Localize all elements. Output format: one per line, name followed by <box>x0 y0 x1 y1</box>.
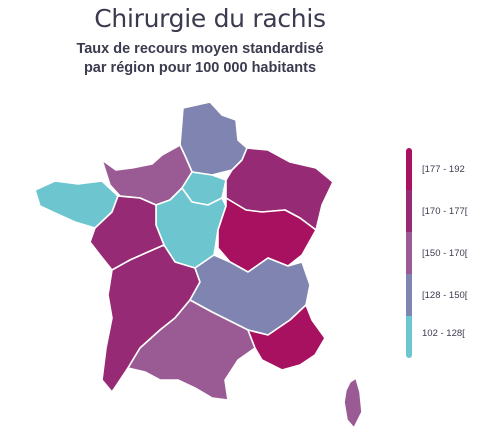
legend-swatch-170-177 <box>406 190 412 232</box>
region-corse[interactable] <box>343 377 363 429</box>
legend-label-102-128: 102 - 128[ <box>422 328 465 339</box>
legend: [177 - 192 [170 - 177[ [150 - 170[ [128 … <box>402 148 500 358</box>
subtitle-line-1: Taux de recours moyen standardisé <box>76 41 324 57</box>
legend-swatch-177-192 <box>406 148 412 190</box>
map-subtitle: Taux de recours moyen standardisé par ré… <box>0 40 400 78</box>
legend-swatch-150-170 <box>406 232 412 274</box>
legend-swatch-128-150 <box>406 274 412 316</box>
region-occitanie[interactable] <box>127 299 256 401</box>
legend-label-170-177: [170 - 177[ <box>422 206 468 217</box>
legend-label-128-150: [128 - 150[ <box>422 290 468 301</box>
legend-label-177-192: [177 - 192 <box>422 164 465 175</box>
legend-color-bar <box>406 148 412 358</box>
map-title: Chirurgie du rachis <box>94 4 326 33</box>
subtitle-line-2: par région pour 100 000 habitants <box>83 60 317 76</box>
region-provence-alpes-cote-dazur[interactable] <box>247 304 326 371</box>
legend-label-150-170: [150 - 170[ <box>422 248 468 259</box>
legend-swatch-102-128 <box>406 316 412 358</box>
